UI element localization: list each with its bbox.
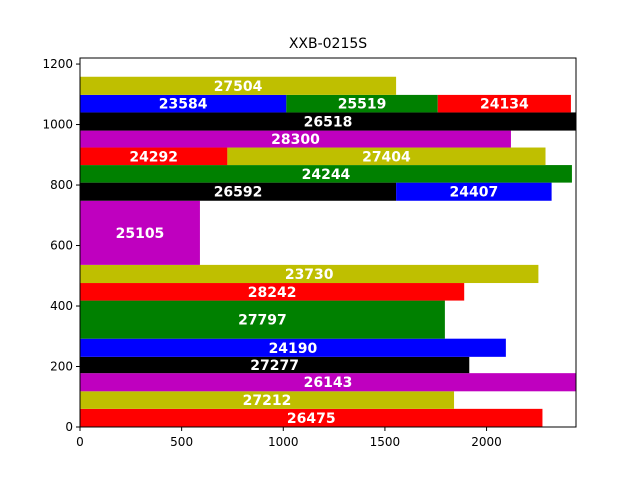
bar-25519 bbox=[286, 94, 438, 113]
bar-label-24407: 24407 bbox=[449, 185, 498, 201]
y-tick-label: 0 bbox=[65, 420, 73, 434]
bars-layer bbox=[80, 76, 576, 427]
bar-label-26518: 26518 bbox=[304, 115, 353, 131]
bar-label-26143: 26143 bbox=[304, 375, 353, 391]
bar-label-28300: 28300 bbox=[271, 132, 320, 148]
bar-27212 bbox=[80, 391, 455, 409]
bar-label-27404: 27404 bbox=[362, 149, 411, 165]
bar-label-23730: 23730 bbox=[285, 267, 334, 283]
bar-label-27504: 27504 bbox=[214, 79, 263, 95]
bar-24407 bbox=[396, 182, 552, 201]
bar-label-28242: 28242 bbox=[248, 285, 297, 301]
bar-26592 bbox=[80, 182, 397, 201]
bar-24190 bbox=[80, 338, 506, 357]
y-tick-label: 1200 bbox=[42, 57, 73, 71]
y-tick-label: 600 bbox=[50, 239, 73, 253]
bar-24134 bbox=[437, 94, 571, 113]
bar-label-24244: 24244 bbox=[302, 167, 351, 183]
bar-23730 bbox=[80, 264, 539, 284]
y-tick-label: 400 bbox=[50, 299, 73, 313]
bar-28300 bbox=[80, 130, 511, 148]
x-tick-label: 2000 bbox=[471, 435, 502, 449]
bar-label-24190: 24190 bbox=[269, 341, 318, 357]
plot-frame bbox=[79, 57, 577, 428]
y-axis: 0 200 400 600 800 1000 1200 bbox=[42, 57, 80, 434]
bar-label-23584: 23584 bbox=[159, 97, 208, 113]
x-tick-label: 1500 bbox=[370, 435, 401, 449]
bar-label-27797: 27797 bbox=[238, 313, 287, 329]
x-tick-label: 1000 bbox=[268, 435, 299, 449]
bar-26143 bbox=[80, 373, 576, 392]
bar-27277 bbox=[80, 356, 470, 374]
bar-24292 bbox=[80, 147, 228, 166]
bar-label-24292: 24292 bbox=[129, 149, 178, 165]
bar-25105 bbox=[80, 200, 200, 265]
bar-23584 bbox=[80, 94, 287, 113]
x-tick-label: 0 bbox=[76, 435, 84, 449]
bar-26518 bbox=[80, 112, 576, 131]
bar-label-25519: 25519 bbox=[338, 97, 387, 113]
bar-24244 bbox=[80, 165, 572, 183]
bar-28242 bbox=[80, 283, 465, 301]
y-tick-label: 200 bbox=[50, 360, 73, 374]
bar-label-27212: 27212 bbox=[243, 393, 292, 409]
bar-label-26475: 26475 bbox=[287, 411, 336, 427]
bar-label-24134: 24134 bbox=[480, 97, 529, 113]
bar-27404 bbox=[227, 147, 546, 166]
y-tick-label: 1000 bbox=[42, 118, 73, 132]
chart-title: XXB-0215S bbox=[289, 36, 367, 52]
bar-26475 bbox=[80, 408, 543, 427]
bar-label-27277: 27277 bbox=[250, 358, 299, 374]
x-axis: 0 500 1000 1500 2000 bbox=[76, 427, 502, 449]
x-tick-label: 500 bbox=[170, 435, 193, 449]
bar-label-25105: 25105 bbox=[116, 226, 165, 242]
bar-27504 bbox=[80, 76, 397, 95]
bar-label-26592: 26592 bbox=[214, 185, 263, 201]
bar-27797 bbox=[80, 300, 445, 339]
y-tick-label: 800 bbox=[50, 178, 73, 192]
